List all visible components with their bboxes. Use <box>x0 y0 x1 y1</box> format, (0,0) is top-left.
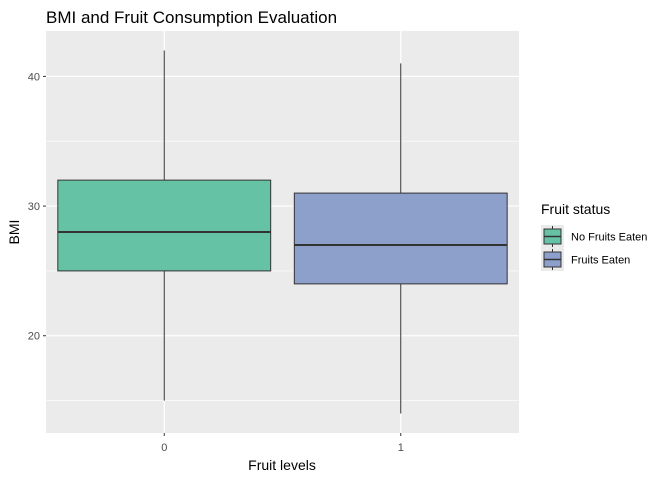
legend: Fruit status No Fruits Eaten Fruits Eaten <box>541 201 647 271</box>
y-tick-label: 40 <box>28 71 40 83</box>
legend-key <box>541 225 564 248</box>
x-axis-title: Fruit levels <box>248 457 316 473</box>
boxplot-0 <box>57 50 272 401</box>
boxplot-1 <box>293 63 508 414</box>
legend-label: No Fruits Eaten <box>571 232 647 244</box>
y-axis-title: BMI <box>6 220 22 245</box>
y-tick-label: 30 <box>28 201 40 213</box>
y-tick-label: 20 <box>28 331 40 343</box>
x-tick-label: 0 <box>161 442 167 454</box>
legend-label: Fruits Eaten <box>571 255 630 267</box>
box <box>57 179 272 272</box>
box <box>293 192 508 285</box>
boxplots <box>57 50 508 414</box>
y-axis: 20 30 40 <box>28 71 46 343</box>
x-tick-label: 1 <box>398 442 404 454</box>
legend-title: Fruit status <box>541 201 610 217</box>
chart-title: BMI and Fruit Consumption Evaluation <box>46 8 337 27</box>
legend-key <box>541 248 564 271</box>
